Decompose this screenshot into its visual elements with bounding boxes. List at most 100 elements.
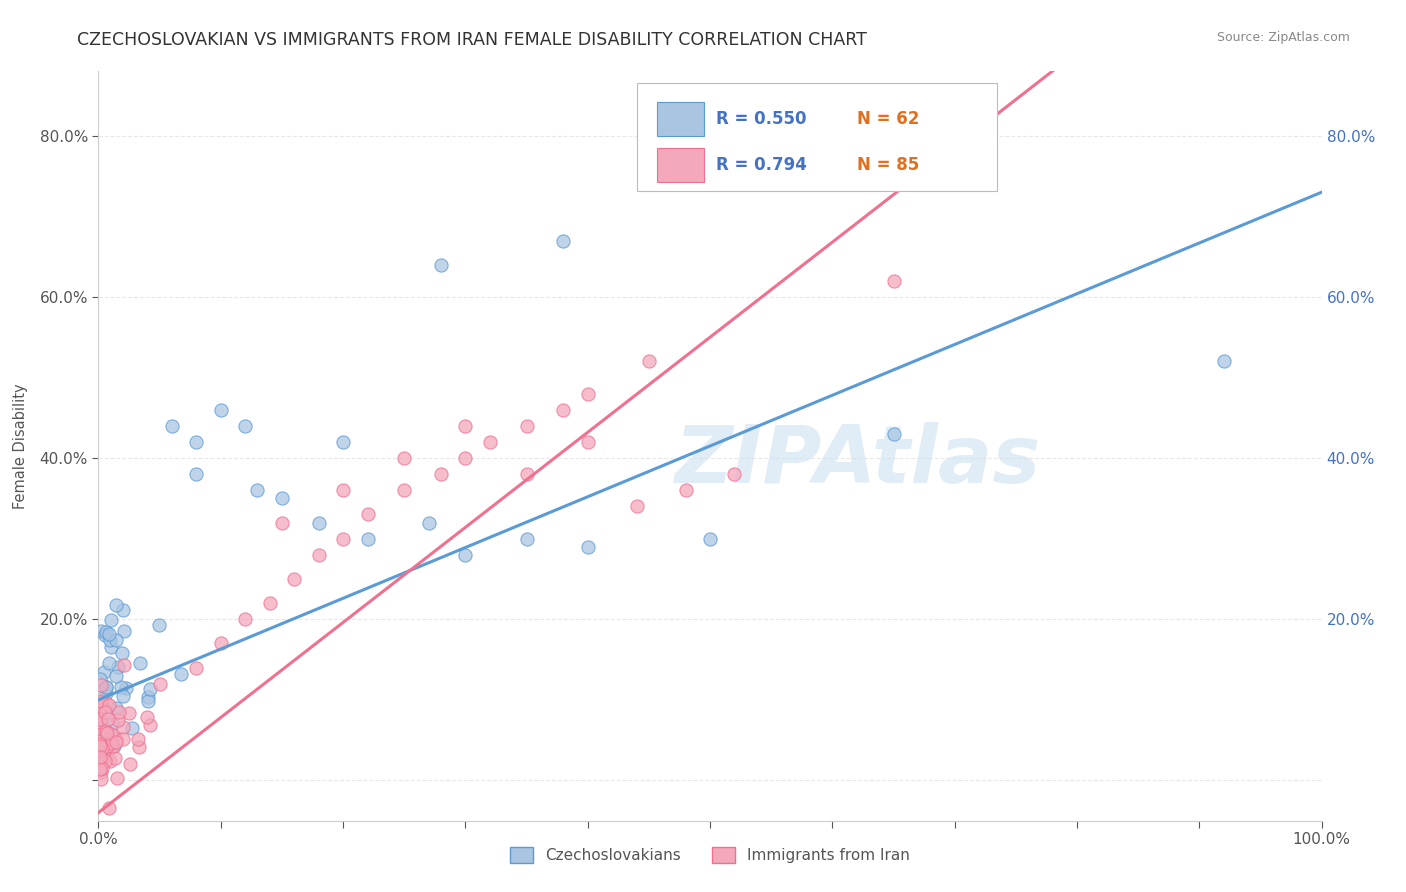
Point [169,667,191,681]
Point [94,697,117,711]
Point [114,624,136,639]
Point [96,747,118,762]
Point [98,627,121,641]
Point [118,756,141,771]
Point [89,772,111,786]
Text: N = 85: N = 85 [856,156,920,174]
Point [392,451,416,466]
Point [100,736,122,750]
Point [454,548,477,562]
Point [89,712,111,726]
Bar [658,148,704,182]
Point [91,731,114,746]
Point [98,801,121,815]
Point [121,721,143,735]
Point [89,713,111,727]
Point [1212,354,1234,368]
Point [112,720,135,734]
Point [699,532,721,546]
Point [105,735,128,749]
Point [112,731,135,746]
Point [105,598,128,612]
Point [96,739,118,754]
Point [553,402,575,417]
Point [104,751,127,765]
Point [101,716,124,731]
Point [637,354,661,368]
Legend: Czechoslovakians, Immigrants from Iran: Czechoslovakians, Immigrants from Iran [505,841,915,869]
Point [97,656,120,670]
Text: R = 0.550: R = 0.550 [716,110,807,128]
Point [136,710,159,724]
Point [118,706,141,720]
Point [270,516,294,530]
Point [111,647,134,661]
Point [91,722,114,736]
Point [98,736,121,750]
Point [94,628,117,642]
Point [418,516,440,530]
Point [90,694,112,708]
Text: N = 62: N = 62 [856,110,920,128]
Point [675,483,697,498]
Point [91,734,114,748]
Point [90,677,112,691]
Point [136,690,159,705]
Point [91,741,114,756]
Point [139,717,162,731]
Point [356,532,378,546]
Point [139,682,162,697]
Point [127,731,149,746]
Point [93,723,115,737]
Point [91,741,114,756]
Point [89,750,111,764]
Point [100,727,122,741]
Point [332,434,354,449]
Text: R = 0.794: R = 0.794 [716,156,807,174]
Point [723,467,745,482]
Point [107,714,129,728]
Point [90,624,112,639]
Point [186,434,208,449]
Point [186,467,208,482]
Point [454,418,477,433]
Point [430,467,453,482]
Point [98,754,121,768]
Point [90,765,112,780]
Point [96,740,118,755]
Point [89,699,111,714]
Point [90,695,112,709]
Point [478,434,501,449]
Point [96,680,118,694]
Point [136,693,159,707]
Point [128,656,150,670]
Text: CZECHOSLOVAKIAN VS IMMIGRANTS FROM IRAN FEMALE DISABILITY CORRELATION CHART: CZECHOSLOVAKIAN VS IMMIGRANTS FROM IRAN … [77,31,868,49]
Point [107,659,129,673]
Text: ZIPAtlas: ZIPAtlas [673,422,1040,500]
Point [160,418,183,433]
Point [96,725,118,739]
Point [308,516,330,530]
Point [94,754,117,768]
Point [392,483,416,498]
Point [90,743,112,757]
Point [246,483,269,498]
Point [97,712,120,726]
Point [89,712,111,726]
Point [90,734,112,748]
Point [209,402,232,417]
Point [91,739,114,753]
Point [94,624,117,639]
Point [98,633,121,648]
Point [128,739,150,754]
Text: Source: ZipAtlas.com: Source: ZipAtlas.com [1216,31,1350,45]
Y-axis label: Female Disability: Female Disability [14,384,28,508]
Point [112,657,135,672]
Point [233,612,256,626]
Point [110,680,132,694]
Point [103,739,125,753]
Point [883,274,905,288]
FancyBboxPatch shape [637,83,997,191]
Point [91,747,114,761]
Point [101,739,124,753]
